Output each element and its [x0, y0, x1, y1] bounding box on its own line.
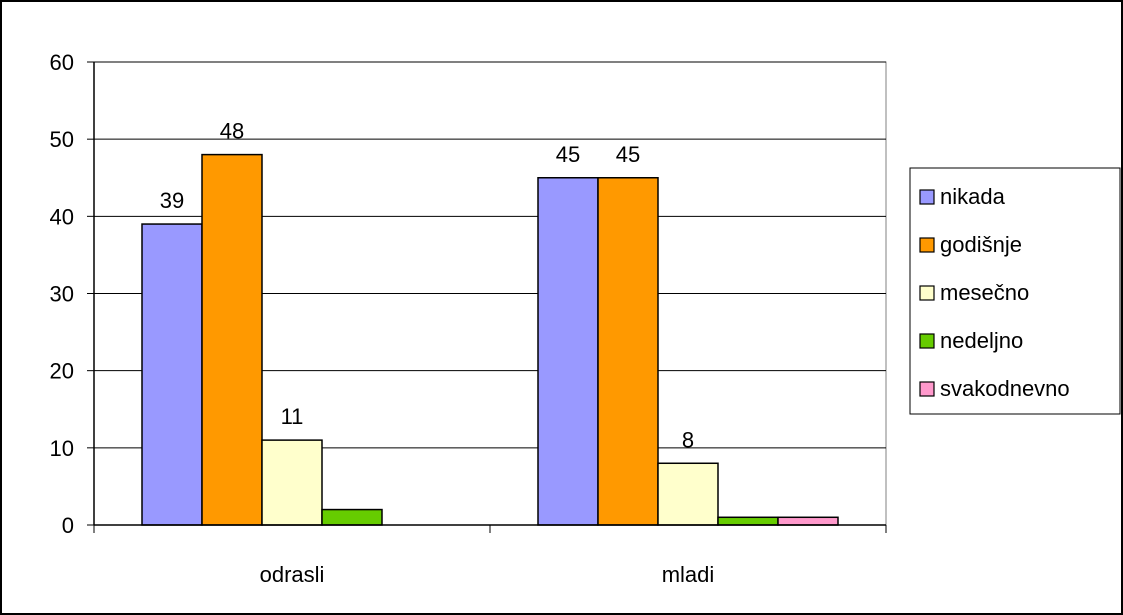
legend-swatch	[919, 189, 935, 205]
bar	[141, 223, 203, 526]
legend-label: godišnje	[940, 232, 1022, 257]
data-label: 45	[616, 142, 640, 167]
y-tick-label: 40	[50, 204, 74, 229]
legend-label: nikada	[940, 184, 1006, 209]
y-tick-label: 60	[50, 50, 74, 75]
data-label: 8	[682, 427, 694, 452]
y-tick-label: 50	[50, 127, 74, 152]
data-label: 11	[281, 404, 304, 429]
legend-swatch	[919, 381, 935, 397]
x-tick-label: mladi	[662, 562, 715, 587]
bar	[717, 516, 779, 526]
bar	[777, 516, 839, 526]
legend-box	[909, 167, 1121, 415]
legend-swatch	[919, 285, 935, 301]
bar	[321, 508, 383, 526]
legend-label: svakodnevno	[940, 376, 1070, 401]
axes: 0 10 20 30 40 50 60 odrasli mladi	[50, 50, 887, 587]
legend-swatch	[919, 237, 935, 253]
bar	[201, 153, 263, 526]
bar	[597, 177, 659, 526]
y-tick-label: 30	[50, 282, 74, 307]
data-label: 39	[160, 188, 184, 213]
data-labels: 39 48 11 45 45 8	[160, 119, 694, 453]
legend-label: nedeljno	[940, 328, 1023, 353]
bars	[141, 153, 839, 526]
y-tick-label: 20	[50, 359, 74, 384]
data-label: 48	[220, 119, 244, 144]
legend: nikada godišnje mesečno nedeljno svakodnevno	[909, 167, 1121, 415]
x-tick-label: odrasli	[260, 562, 325, 587]
bar	[537, 177, 599, 526]
y-tick-label: 0	[62, 513, 74, 538]
bar	[261, 439, 323, 526]
bar	[657, 462, 719, 526]
y-tick-label: 10	[50, 436, 74, 461]
legend-swatch	[919, 333, 935, 349]
legend-label: mesečno	[940, 280, 1029, 305]
data-label: 45	[556, 142, 580, 167]
